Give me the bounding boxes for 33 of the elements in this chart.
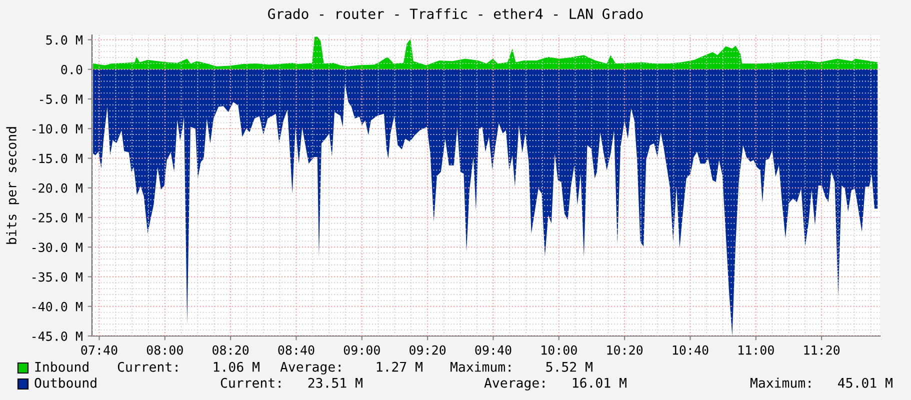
x-tick-label: 11:00 xyxy=(738,345,774,355)
y-tick-label: -45.0 M xyxy=(32,332,82,341)
x-tick-label: 08:20 xyxy=(212,345,249,355)
y-tick-label: 5.0 M xyxy=(46,35,82,45)
y-axis-title: bits per second xyxy=(6,127,19,244)
y-tick-label: -10.0 M xyxy=(32,124,82,134)
y-tick-label: -35.0 M xyxy=(32,272,82,282)
text: Maximum: 45.01 M xyxy=(750,378,892,388)
x-tick-label: 10:20 xyxy=(607,345,643,355)
y-tick-label: -15.0 M xyxy=(32,154,82,164)
text: Average: 16.01 M xyxy=(484,378,626,390)
x-tick-label: 10:40 xyxy=(672,345,708,355)
y-tick-label: -40.0 M xyxy=(32,302,82,312)
x-tick-label: 08:40 xyxy=(278,345,314,355)
x-tick-label: 09:40 xyxy=(475,345,512,355)
text: Current: 23.51 M xyxy=(220,378,362,388)
x-tick-label: 07:40 xyxy=(81,345,118,355)
legend-label: Inbound xyxy=(35,362,88,372)
legend-label: Outbound xyxy=(34,378,96,388)
chart-title: Grado - router - Traffic - ether4 - LAN Grado xyxy=(268,8,643,20)
x-tick-label: 10:00 xyxy=(542,345,577,355)
text: Current: 1.06 M xyxy=(118,362,260,372)
x-tick-label: 09:20 xyxy=(410,345,446,355)
y-tick-label: -20.0 M xyxy=(32,183,82,193)
y-tick-label: 0.0 xyxy=(61,64,82,74)
y-tick-label: -30.0 M xyxy=(32,242,82,252)
y-tick-label: -25.0 M xyxy=(32,213,82,222)
text: Average: 1.27 M xyxy=(280,362,422,374)
x-tick-label: 09:00 xyxy=(344,345,380,355)
y-tick-label: -5.0 M xyxy=(40,94,82,104)
text: Maximum: 5.52 M xyxy=(450,362,592,372)
x-tick-label: 11:20 xyxy=(804,345,840,355)
x-tick-label: 08:00 xyxy=(146,345,183,355)
